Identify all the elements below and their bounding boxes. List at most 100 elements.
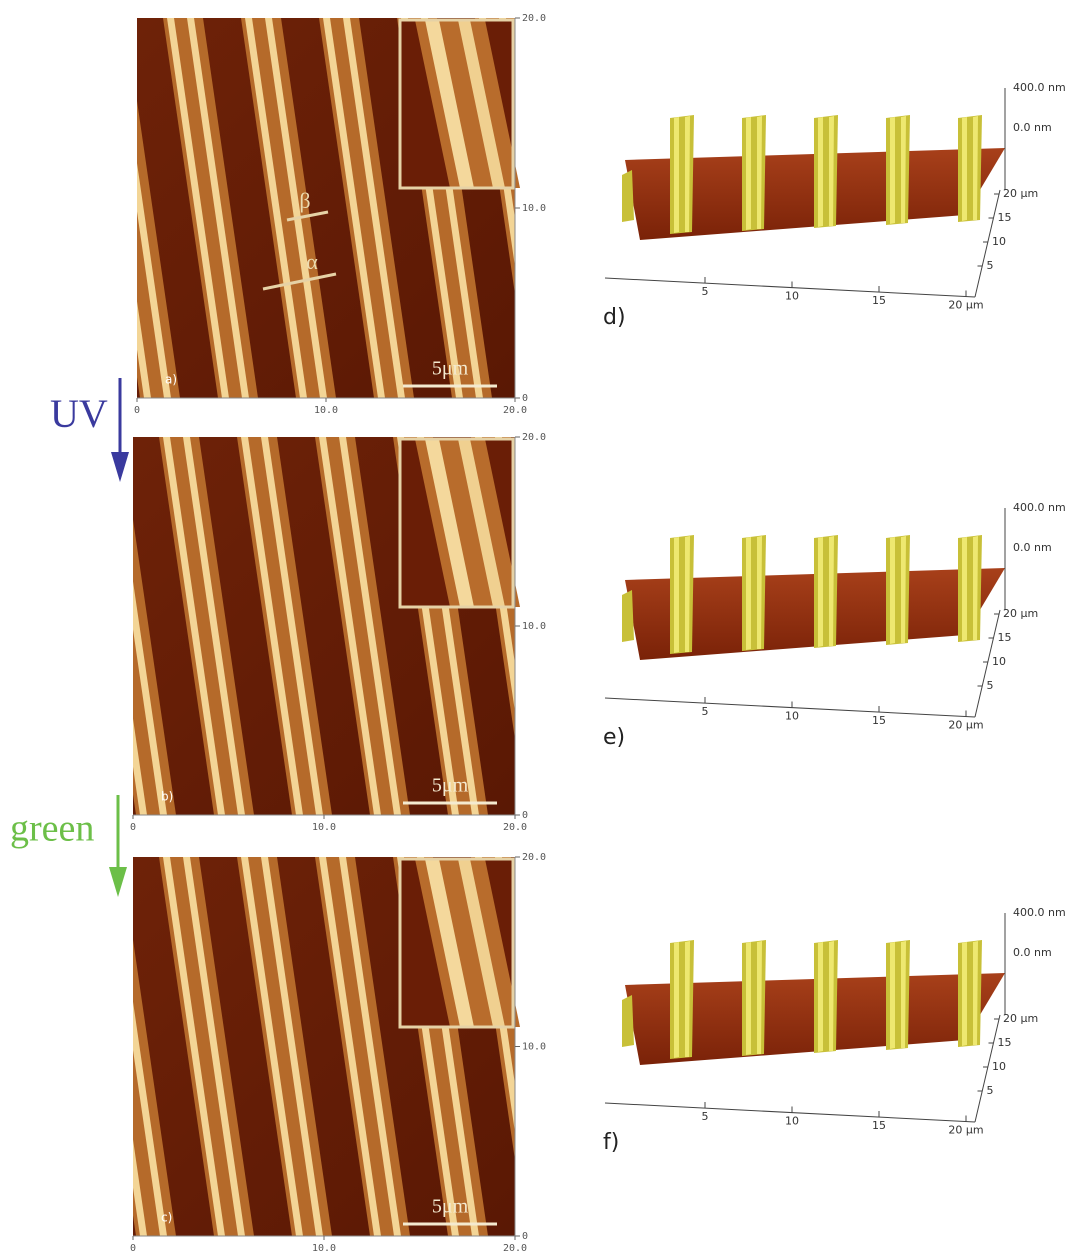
side-tick-label: 15 bbox=[998, 631, 1012, 644]
profile-label: β bbox=[299, 188, 310, 213]
panel-label: b) bbox=[161, 790, 173, 804]
stripe bbox=[323, 18, 385, 398]
profile-label: α bbox=[306, 249, 318, 274]
side-tick-label: 5 bbox=[987, 259, 994, 272]
ridge-highlight bbox=[757, 536, 762, 649]
side-tick-label: 5 bbox=[987, 679, 994, 692]
inset-border bbox=[398, 437, 515, 609]
ridge-highlight bbox=[890, 537, 895, 644]
stripe bbox=[133, 581, 167, 815]
z-label: 0.0 nm bbox=[1013, 121, 1052, 134]
y-tick-label: 10.0 bbox=[522, 1042, 546, 1053]
ridge-highlight bbox=[818, 942, 823, 1052]
panel-label: d) bbox=[603, 305, 626, 330]
stripe bbox=[458, 859, 505, 1027]
ridge-highlight bbox=[962, 117, 967, 221]
z-label: 0.0 nm bbox=[1013, 541, 1052, 554]
x-tick-label: 5 bbox=[702, 285, 709, 298]
side-tick-label: 10 bbox=[992, 1060, 1006, 1073]
arrow-head bbox=[109, 867, 127, 897]
ridge bbox=[670, 535, 694, 654]
stripe bbox=[133, 939, 176, 1236]
x-tick-label: 5 bbox=[702, 705, 709, 718]
ridge-highlight bbox=[973, 941, 978, 1045]
x-tick-label: 15 bbox=[872, 294, 886, 307]
stripe bbox=[187, 18, 249, 398]
x-tick-label: 10.0 bbox=[312, 1243, 336, 1254]
ridge bbox=[742, 115, 766, 231]
x-tick-label: 20.0 bbox=[503, 405, 527, 416]
stripe bbox=[183, 437, 245, 815]
x-tick-label: 0 bbox=[134, 405, 140, 416]
x-tick-label: 10 bbox=[785, 290, 799, 303]
scale-bar-label: 5μm bbox=[432, 358, 469, 380]
y-tick-label: 20.0 bbox=[522, 852, 546, 863]
x-tick-label: 10.0 bbox=[312, 822, 336, 833]
stripe bbox=[137, 100, 180, 398]
ridge-highlight bbox=[890, 942, 895, 1049]
panel-label: a) bbox=[165, 373, 177, 387]
ridge bbox=[670, 115, 694, 234]
ridge bbox=[958, 940, 982, 1047]
stripe bbox=[458, 20, 505, 188]
z-label: 400.0 nm bbox=[1013, 501, 1066, 514]
stripe bbox=[425, 859, 474, 1027]
ridge-highlight bbox=[973, 536, 978, 640]
stripe bbox=[183, 857, 245, 1236]
side-tick-label: 20 μm bbox=[1003, 187, 1038, 200]
y-tick-label: 20.0 bbox=[522, 13, 546, 24]
stripe bbox=[261, 437, 323, 815]
ridge-highlight bbox=[746, 942, 751, 1055]
x-axis bbox=[604, 697, 976, 718]
ridge-highlight bbox=[674, 117, 679, 233]
arrow-head bbox=[111, 452, 129, 482]
x-tick-label: 20 μm bbox=[948, 1124, 983, 1137]
x-tick-label: 0 bbox=[130, 822, 136, 833]
ridge-highlight bbox=[962, 537, 967, 641]
ridge-highlight bbox=[757, 116, 762, 229]
side-tick-label: 10 bbox=[992, 655, 1006, 668]
x-tick-label: 20 μm bbox=[948, 299, 983, 312]
side-tick-label: 5 bbox=[987, 1084, 994, 1097]
side-tick-label: 10 bbox=[992, 235, 1006, 248]
ridge bbox=[814, 940, 838, 1053]
side-tick-label: 15 bbox=[998, 1036, 1012, 1049]
ridge bbox=[886, 535, 910, 645]
surface-3d bbox=[622, 115, 1005, 240]
stripe bbox=[133, 718, 147, 815]
y-tick-label: 0 bbox=[522, 393, 528, 404]
ridge-highlight bbox=[685, 536, 690, 652]
y-tick-label: 20.0 bbox=[522, 432, 546, 443]
stripe bbox=[133, 519, 176, 815]
x-tick-label: 5 bbox=[702, 1110, 709, 1123]
ridge-highlight bbox=[757, 941, 762, 1054]
stripe bbox=[265, 18, 327, 398]
stripe bbox=[241, 857, 303, 1236]
ridge bbox=[814, 535, 838, 648]
ridge-highlight bbox=[818, 537, 823, 647]
z-label: 0.0 nm bbox=[1013, 946, 1052, 959]
ridge-highlight bbox=[901, 941, 906, 1048]
y-tick-label: 10.0 bbox=[522, 203, 546, 214]
scale-bar-label: 5μm bbox=[432, 775, 469, 797]
ridge bbox=[742, 535, 766, 651]
ridge-highlight bbox=[685, 941, 690, 1057]
stripe bbox=[425, 20, 474, 188]
edge-ridge bbox=[622, 590, 634, 642]
stripe bbox=[319, 857, 381, 1236]
ridge-highlight bbox=[890, 117, 895, 224]
stripe bbox=[245, 18, 307, 398]
ridge-highlight bbox=[674, 537, 679, 653]
edge-ridge bbox=[622, 995, 634, 1047]
x-tick-label: 20.0 bbox=[503, 1243, 527, 1254]
stripe bbox=[133, 1001, 167, 1236]
x-tick-label: 0 bbox=[130, 1243, 136, 1254]
stripe bbox=[241, 437, 303, 815]
ridge-highlight bbox=[901, 116, 906, 223]
stripe bbox=[425, 439, 474, 607]
stripe bbox=[343, 18, 405, 398]
ridge bbox=[958, 115, 982, 222]
x-axis bbox=[604, 1102, 976, 1123]
panel-label: e) bbox=[603, 725, 625, 750]
